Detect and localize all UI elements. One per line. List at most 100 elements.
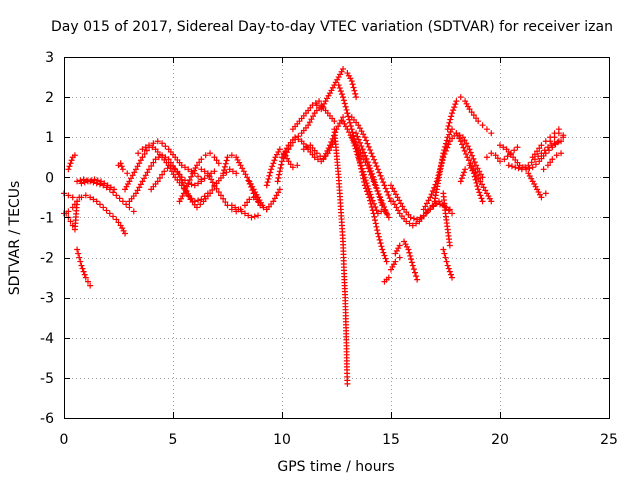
data-point <box>382 185 389 192</box>
data-point <box>367 191 374 198</box>
data-point <box>479 174 486 181</box>
series-sat-q <box>246 178 270 213</box>
data-point <box>446 206 453 213</box>
x-tick-label: 10 <box>273 432 291 448</box>
data-point <box>220 195 227 202</box>
data-point <box>446 268 453 275</box>
data-point <box>372 220 379 227</box>
data-point <box>335 123 342 130</box>
series-sat-ae <box>390 198 456 229</box>
data-point <box>373 163 380 170</box>
data-point <box>395 207 402 214</box>
data-point <box>541 147 548 154</box>
data-point <box>406 249 413 256</box>
data-point <box>388 182 394 189</box>
data-point <box>265 175 272 182</box>
data-point <box>352 90 359 97</box>
data-point <box>386 195 393 202</box>
data-point <box>512 164 519 171</box>
data-point <box>378 243 385 250</box>
data-point <box>67 160 74 167</box>
data-point <box>353 148 360 155</box>
data-point <box>471 173 478 180</box>
data-point <box>266 172 273 179</box>
x-tick-label: 15 <box>382 432 400 448</box>
data-point <box>367 165 374 172</box>
data-point <box>346 116 353 123</box>
data-point <box>457 138 464 145</box>
data-point <box>306 119 313 126</box>
series-sat-aq <box>525 170 549 201</box>
series-sat-at <box>547 130 567 145</box>
data-point <box>146 166 153 173</box>
data-point <box>130 208 137 215</box>
data-point <box>483 126 490 133</box>
data-point <box>340 97 347 104</box>
data-point <box>201 168 208 175</box>
data-point <box>264 179 271 186</box>
data-point <box>276 171 283 178</box>
data-point <box>357 150 364 157</box>
data-point <box>110 189 117 196</box>
data-point <box>305 122 312 129</box>
data-point <box>195 173 202 180</box>
data-point <box>111 186 118 193</box>
data-point <box>411 269 418 276</box>
data-point <box>425 197 432 204</box>
data-point <box>365 185 372 192</box>
data-point <box>391 201 398 208</box>
data-point <box>313 150 320 157</box>
data-point <box>128 175 135 182</box>
data-point <box>283 145 290 152</box>
data-point <box>372 182 379 189</box>
data-point <box>461 147 468 154</box>
data-point <box>213 185 220 192</box>
data-point <box>259 202 266 209</box>
data-point <box>417 214 424 221</box>
data-point <box>429 202 436 209</box>
data-point <box>440 246 447 253</box>
data-point <box>445 122 452 129</box>
data-point <box>346 129 353 136</box>
data-point <box>445 141 452 148</box>
data-point <box>101 180 108 187</box>
data-point <box>373 223 380 230</box>
data-point <box>228 202 235 209</box>
data-point <box>443 137 450 144</box>
data-point <box>113 216 120 223</box>
data-point <box>150 140 157 147</box>
data-point <box>447 271 454 278</box>
data-point <box>374 166 381 173</box>
data-point <box>65 166 72 173</box>
data-point <box>96 201 103 208</box>
data-point <box>508 163 515 170</box>
data-point <box>469 152 476 159</box>
data-point <box>441 250 448 257</box>
grid <box>64 57 609 418</box>
data-point <box>270 198 277 205</box>
data-point <box>144 169 151 176</box>
data-point <box>229 168 236 175</box>
data-point <box>113 192 120 199</box>
data-point <box>248 214 255 221</box>
data-point <box>428 191 435 198</box>
data-point <box>345 113 352 120</box>
data-point <box>538 142 545 149</box>
data-point <box>71 152 78 159</box>
data-point <box>473 162 480 169</box>
x-axis-label: GPS time / hours <box>277 459 394 475</box>
data-point <box>119 166 126 173</box>
data-point <box>338 91 345 98</box>
data-point <box>413 220 420 227</box>
data-point <box>308 116 315 123</box>
data-point <box>211 182 218 189</box>
data-point <box>75 250 82 257</box>
data-point <box>269 163 276 170</box>
data-point <box>442 143 449 150</box>
series-sat-u <box>289 98 323 133</box>
data-point <box>374 210 381 217</box>
data-point <box>399 203 406 210</box>
data-point <box>397 200 404 207</box>
data-point <box>458 175 465 182</box>
data-point <box>84 178 91 185</box>
